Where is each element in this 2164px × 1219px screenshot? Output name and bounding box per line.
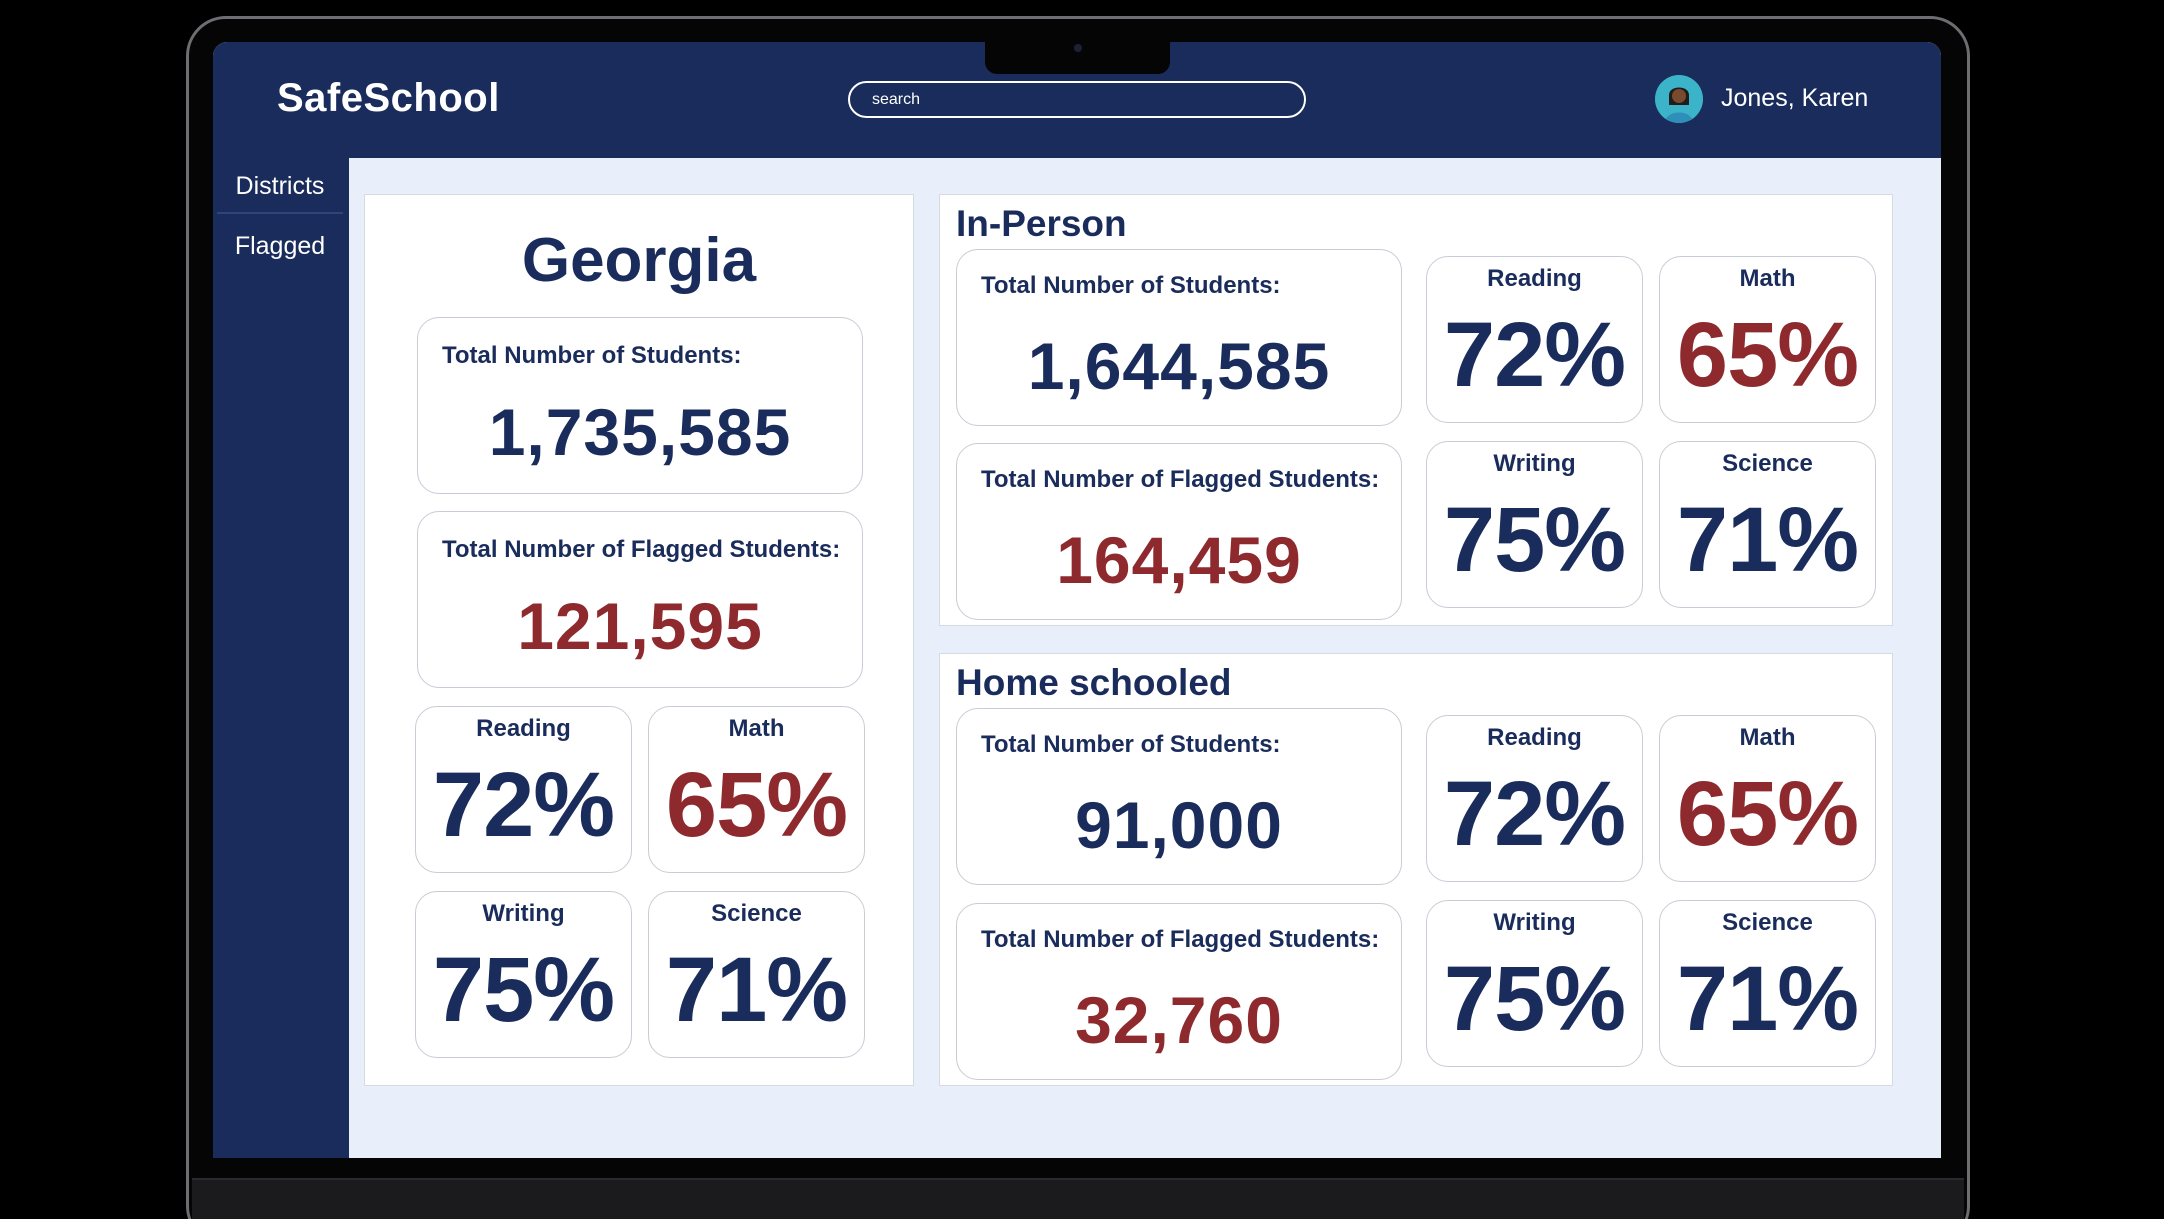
home-schooled-flagged-label: Total Number of Flagged Students: (981, 926, 1380, 953)
home-schooled-reading-label: Reading (1487, 724, 1582, 751)
math-label: Math (728, 715, 785, 742)
total-students-card: Total Number of Students: 1,735,585 (417, 317, 863, 494)
home-schooled-writing-value: 75% (1443, 948, 1626, 1050)
flagged-students-card[interactable]: Total Number of Flagged Students: 121,59… (417, 511, 863, 688)
in-person-reading-value: 72% (1443, 304, 1626, 406)
in-person-science-value: 71% (1676, 489, 1859, 591)
in-person-flagged-label: Total Number of Flagged Students: (981, 466, 1380, 493)
home-schooled-math-value: 65% (1676, 763, 1859, 865)
home-schooled-total-value: 91,000 (1075, 788, 1283, 862)
camera-icon (1074, 44, 1082, 52)
flagged-students-value: 121,595 (517, 589, 763, 663)
science-value: 71% (665, 939, 848, 1041)
in-person-flagged-card[interactable]: Total Number of Flagged Students: 164,45… (956, 443, 1402, 620)
home-schooled-reading-card: Reading 72% (1426, 715, 1643, 882)
home-schooled-science-label: Science (1722, 909, 1813, 936)
home-schooled-panel: Home schooled Total Number of Students: … (939, 653, 1893, 1086)
home-schooled-writing-card: Writing 75% (1426, 900, 1643, 1067)
laptop-base (192, 1178, 1964, 1219)
in-person-math-card: Math 65% (1659, 256, 1876, 423)
in-person-flagged-value: 164,459 (1056, 523, 1302, 597)
home-schooled-science-card: Science 71% (1659, 900, 1876, 1067)
total-students-label: Total Number of Students: (442, 342, 742, 369)
user-avatar[interactable] (1655, 75, 1703, 123)
in-person-reading-card: Reading 72% (1426, 256, 1643, 423)
in-person-total-value: 1,644,585 (1027, 329, 1331, 403)
home-schooled-reading-value: 72% (1443, 763, 1626, 865)
in-person-total-label: Total Number of Students: (981, 272, 1281, 299)
home-schooled-science-value: 71% (1676, 948, 1859, 1050)
in-person-math-label: Math (1739, 265, 1796, 292)
screen: SafeSchool Jones, Karen Districts Flagge… (213, 42, 1941, 1158)
state-summary-panel: Georgia Total Number of Students: 1,735,… (364, 194, 914, 1086)
sidebar-item-flagged[interactable]: Flagged (234, 232, 326, 260)
home-schooled-flagged-value: 32,760 (1075, 983, 1283, 1057)
total-students-value: 1,735,585 (488, 395, 792, 469)
in-person-science-card: Science 71% (1659, 441, 1876, 608)
math-score-card: Math 65% (648, 706, 865, 873)
home-schooled-title: Home schooled (956, 662, 1232, 703)
reading-score-card: Reading 72% (415, 706, 632, 873)
writing-score-card: Writing 75% (415, 891, 632, 1058)
in-person-writing-value: 75% (1443, 489, 1626, 591)
home-schooled-total-card: Total Number of Students: 91,000 (956, 708, 1402, 885)
in-person-writing-card: Writing 75% (1426, 441, 1643, 608)
flagged-students-label: Total Number of Flagged Students: (442, 536, 841, 563)
in-person-total-card: Total Number of Students: 1,644,585 (956, 249, 1402, 426)
writing-value: 75% (432, 939, 615, 1041)
reading-value: 72% (432, 754, 615, 856)
search-input[interactable] (848, 81, 1306, 118)
math-value: 65% (665, 754, 848, 856)
home-schooled-math-label: Math (1739, 724, 1796, 751)
home-schooled-flagged-card[interactable]: Total Number of Flagged Students: 32,760 (956, 903, 1402, 1080)
reading-label: Reading (476, 715, 571, 742)
in-person-writing-label: Writing (1493, 450, 1576, 477)
in-person-science-label: Science (1722, 450, 1813, 477)
in-person-math-value: 65% (1676, 304, 1859, 406)
science-score-card: Science 71% (648, 891, 865, 1058)
sidebar: Districts Flagged (213, 158, 349, 1158)
in-person-reading-label: Reading (1487, 265, 1582, 292)
brand-logo[interactable]: SafeSchool (277, 76, 500, 120)
sidebar-item-districts[interactable]: Districts (217, 158, 343, 214)
in-person-title: In-Person (956, 203, 1127, 244)
home-schooled-writing-label: Writing (1493, 909, 1576, 936)
home-schooled-math-card: Math 65% (1659, 715, 1876, 882)
in-person-panel: In-Person Total Number of Students: 1,64… (939, 194, 1893, 626)
science-label: Science (711, 900, 802, 927)
writing-label: Writing (482, 900, 565, 927)
user-name[interactable]: Jones, Karen (1721, 84, 1869, 112)
state-name: Georgia (521, 226, 757, 295)
home-schooled-total-label: Total Number of Students: (981, 731, 1281, 758)
user-avatar-icon (1655, 75, 1703, 123)
